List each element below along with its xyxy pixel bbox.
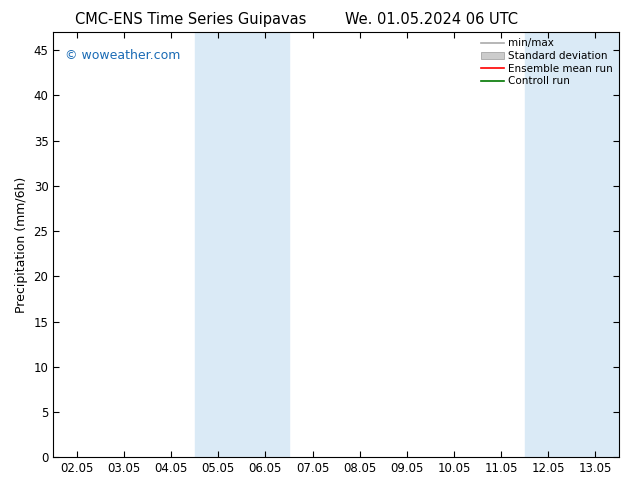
Bar (525, 32, 619, 457)
Text: We. 01.05.2024 06 UTC: We. 01.05.2024 06 UTC (345, 12, 517, 27)
Bar (195, 32, 289, 457)
Text: CMC-ENS Time Series Guipavas: CMC-ENS Time Series Guipavas (75, 12, 306, 27)
Legend: min/max, Standard deviation, Ensemble mean run, Controll run: min/max, Standard deviation, Ensemble me… (478, 35, 616, 89)
Text: © woweather.com: © woweather.com (65, 49, 180, 62)
Y-axis label: Precipitation (mm/6h): Precipitation (mm/6h) (15, 176, 28, 313)
